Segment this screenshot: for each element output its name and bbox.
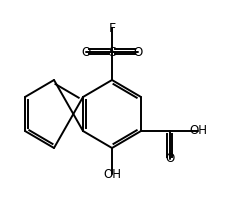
Text: S: S (108, 46, 115, 58)
Text: O: O (165, 153, 174, 165)
Text: F: F (108, 22, 115, 34)
Text: O: O (133, 46, 142, 58)
Text: OH: OH (103, 167, 120, 181)
Text: O: O (81, 46, 90, 58)
Text: OH: OH (188, 124, 206, 138)
